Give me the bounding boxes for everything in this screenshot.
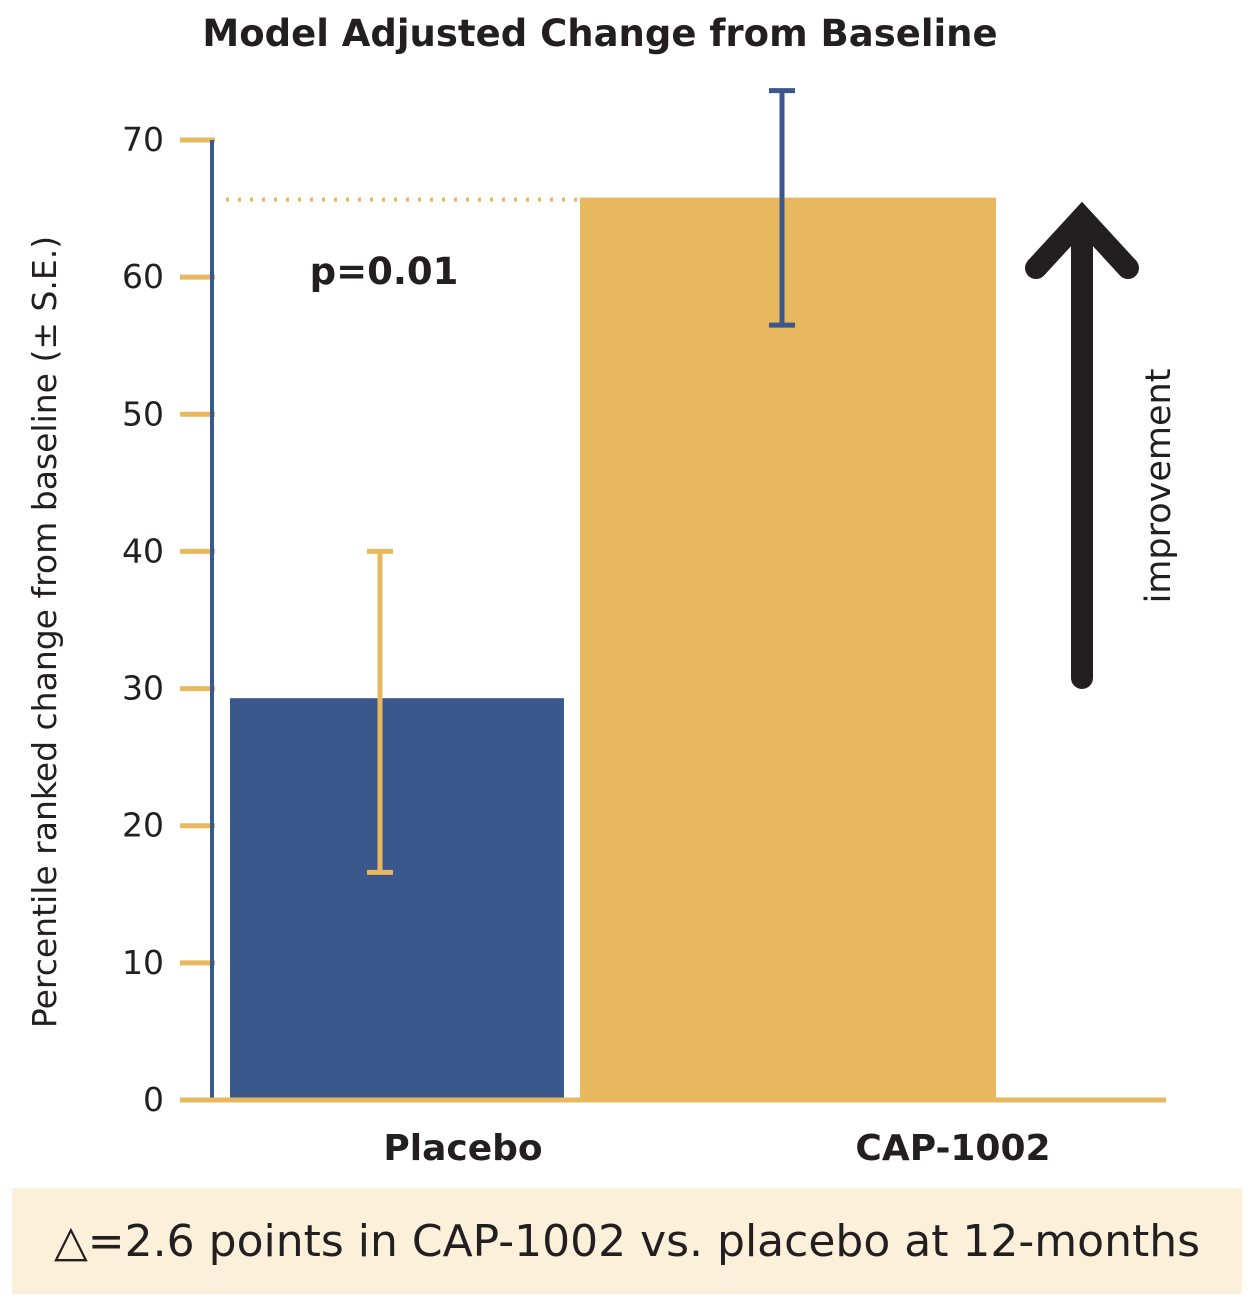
y-tick-label: 40 [122,531,164,570]
error-bar-cap-1002 [769,88,795,328]
category-label-cap-1002: CAP-1002 [855,1128,1050,1169]
y-tick-label: 20 [122,806,164,845]
y-tick-label: 30 [122,669,164,708]
y-axis-ticks: 0 10 20 30 40 50 60 70 [122,120,215,1119]
y-axis-label: Percentile ranked change from baseline (… [25,236,64,1028]
p-value-annotation: p=0.01 [310,250,459,293]
bar-cap-1002 [580,197,996,1101]
y-tick-label: 10 [122,943,164,982]
y-tick-label: 50 [122,394,164,433]
bar-placebo [230,698,564,1100]
y-tick-label: 70 [122,120,164,159]
bars-group [230,197,996,1101]
improvement-arrow-icon [1025,201,1139,689]
chart-svg: Model Adjusted Change from Baseline Perc… [25,12,1179,1169]
y-tick-label: 60 [122,257,164,296]
footer-banner: △=2.6 points in CAP-1002 vs. placebo at … [12,1188,1242,1294]
y-tick-label: 0 [143,1080,164,1119]
error-bar-placebo [367,548,393,875]
improvement-label: improvement [1139,369,1179,604]
chart-title: Model Adjusted Change from Baseline [202,12,997,55]
error-bars-group [367,88,795,875]
category-label-placebo: Placebo [383,1128,542,1169]
footer-text: △=2.6 points in CAP-1002 vs. placebo at … [53,1215,1201,1267]
